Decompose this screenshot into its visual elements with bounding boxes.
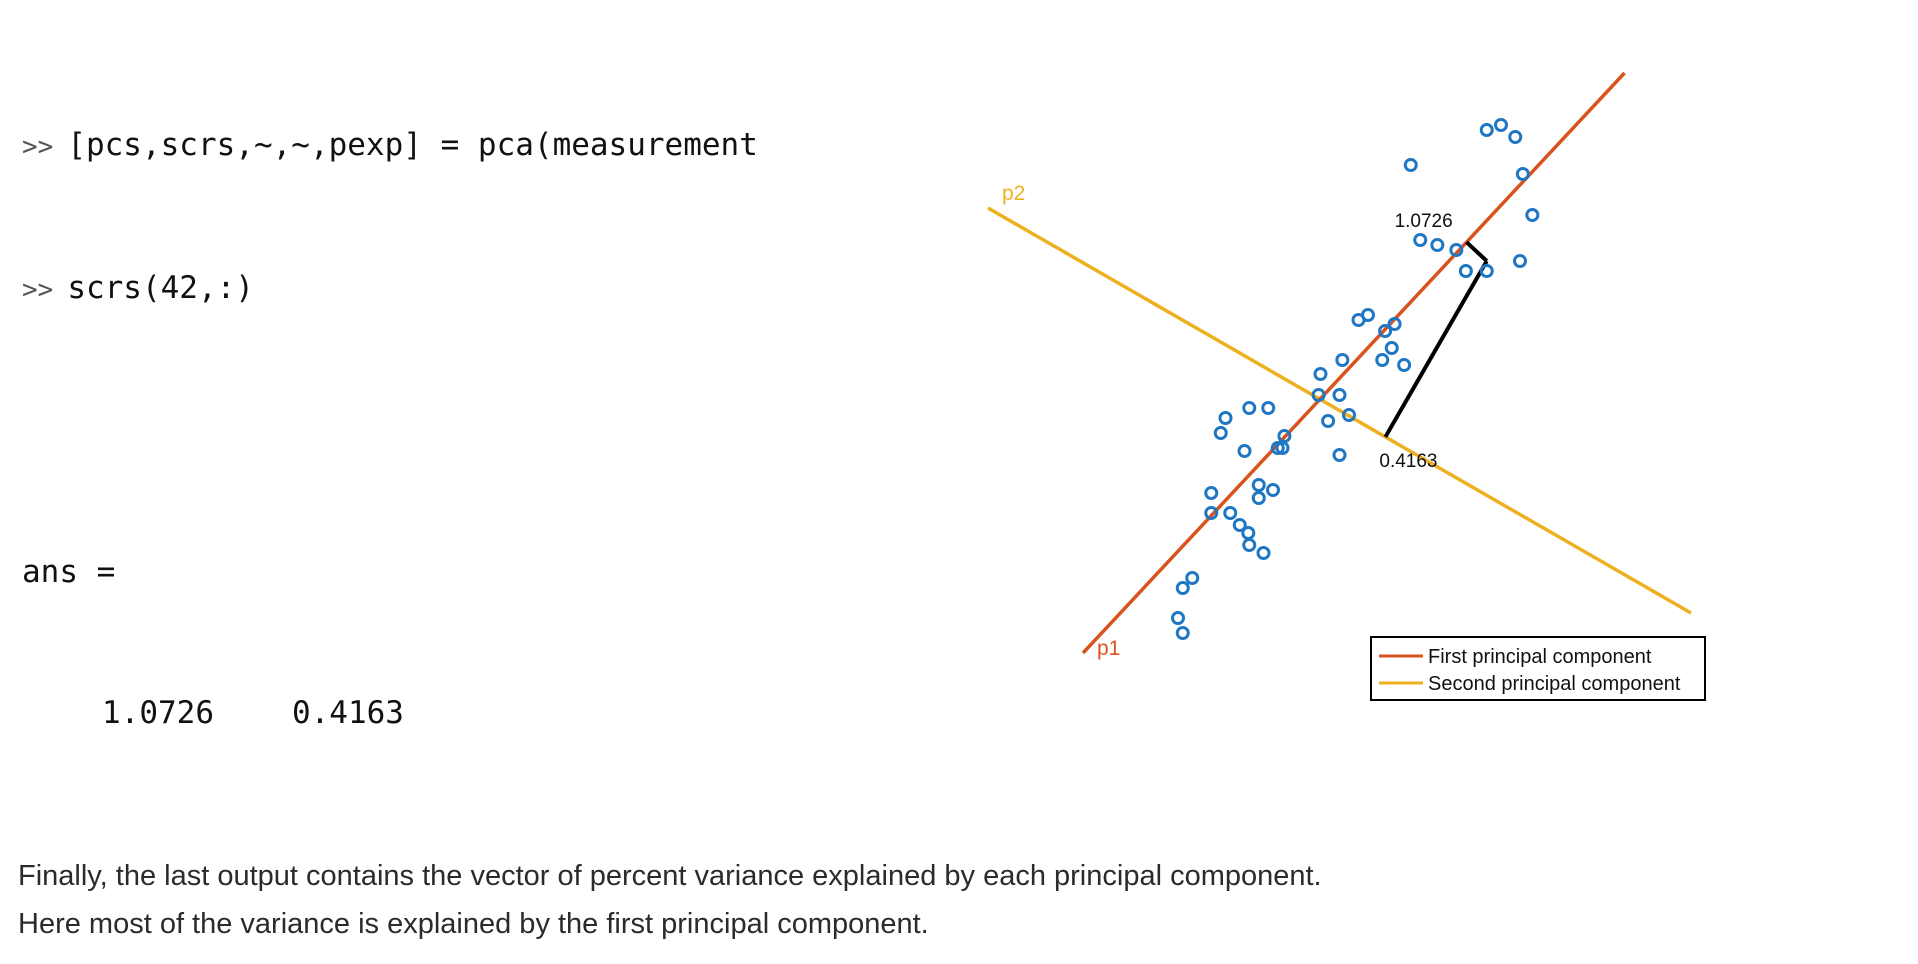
- scatter-point: [1335, 353, 1350, 367]
- scatter-point: [1375, 353, 1390, 367]
- scatter-point: [1241, 526, 1256, 540]
- first-principal-component-line: [1081, 71, 1626, 655]
- console-command-pca: [pcs,scrs,~,~,pexp] = pca(measurement: [67, 127, 758, 163]
- chart-labels: p1 p2 1.0726 0.4163: [1002, 182, 1453, 660]
- scatter-point: [1175, 626, 1190, 640]
- scatter-point: [1479, 264, 1494, 278]
- console-command-scrs: scrs(42,:): [67, 270, 254, 306]
- scatter-point: [1261, 401, 1276, 415]
- scatter-point: [1397, 358, 1412, 372]
- console-prompt: >>: [22, 132, 54, 162]
- scatter-point: [1242, 401, 1257, 415]
- scatter-point: [1218, 411, 1233, 425]
- scatter-point: [1508, 130, 1523, 144]
- legend-entry: First principal component: [1428, 646, 1652, 668]
- scatter-point: [1361, 308, 1375, 322]
- scatter-point: [1378, 324, 1393, 338]
- second-principal-component-line: [987, 206, 1692, 615]
- p2-label: p2: [1002, 182, 1025, 205]
- scatter-point: [1332, 388, 1347, 402]
- scatter-point: [1266, 483, 1280, 497]
- console-ans-values: 1.0726 0.4163: [22, 690, 758, 737]
- explanation-text: Finally, the last output contains the ve…: [18, 852, 1898, 948]
- console-ans-label: ans =: [22, 554, 116, 590]
- projection-label-p2: 0.4163: [1379, 451, 1437, 472]
- ans-value-2: 0.4163: [291, 695, 404, 731]
- scatter-point: [1171, 611, 1185, 625]
- ans-value-1: 1.0726: [102, 695, 214, 731]
- scatter-point: [1313, 367, 1328, 381]
- chart-legend: First principal component Second principa…: [1370, 636, 1706, 701]
- scatter-point: [1494, 118, 1508, 132]
- scatter-point: [1525, 208, 1540, 222]
- scatter-point: [1311, 388, 1326, 402]
- legend-box: [1370, 636, 1706, 701]
- p1-label: p1: [1097, 637, 1120, 660]
- scatter-point: [1256, 546, 1271, 560]
- explanation-line-2: Here most of the variance is explained b…: [18, 908, 929, 940]
- legend-entry: Second principal component: [1428, 673, 1681, 695]
- scatter-point: [1270, 441, 1285, 455]
- scatter-point: [1185, 571, 1200, 585]
- console-prompt: >>: [22, 275, 54, 305]
- console-line-2: >> scrs(42,:): [22, 265, 758, 314]
- scatter-point: [1223, 506, 1238, 520]
- explanation-line-1: Finally, the last output contains the ve…: [18, 860, 1322, 892]
- scatter-point: [1515, 167, 1530, 181]
- scatter-point: [1513, 254, 1527, 268]
- console-line-1: >> [pcs,scrs,~,~,pexp] = pca(measurement: [22, 122, 758, 171]
- scatter-point: [1175, 581, 1190, 595]
- scatter-points: [1171, 118, 1540, 640]
- scatter-point: [1387, 317, 1402, 331]
- scatter-point: [1251, 491, 1266, 505]
- projection-onto-p2: [1383, 260, 1489, 438]
- projection-label-p1: 1.0726: [1395, 211, 1453, 232]
- scatter-point: [1332, 448, 1347, 462]
- scatter-point: [1242, 538, 1257, 552]
- scatter-point: [1384, 341, 1399, 355]
- projection-lines: [1383, 240, 1489, 438]
- scatter-point: [1458, 264, 1473, 278]
- scatter-point: [1403, 158, 1418, 172]
- scatter-point: [1204, 506, 1219, 520]
- scatter-point: [1479, 123, 1494, 137]
- scatter-point: [1342, 408, 1356, 422]
- scatter-point: [1430, 238, 1445, 252]
- principal-component-lines: [987, 71, 1692, 655]
- scatter-point: [1213, 426, 1228, 440]
- matlab-console: >> [pcs,scrs,~,~,pexp] = pca(measurement …: [22, 28, 758, 784]
- scatter-point: [1321, 414, 1336, 428]
- projection-onto-p1: [1465, 240, 1489, 263]
- scatter-point: [1204, 486, 1219, 500]
- scatter-point: [1413, 233, 1428, 247]
- scatter-point: [1251, 478, 1266, 492]
- scatter-point: [1237, 444, 1252, 458]
- scatter-point: [1277, 429, 1292, 443]
- scatter-point: [1449, 243, 1464, 257]
- scatter-point: [1232, 518, 1247, 532]
